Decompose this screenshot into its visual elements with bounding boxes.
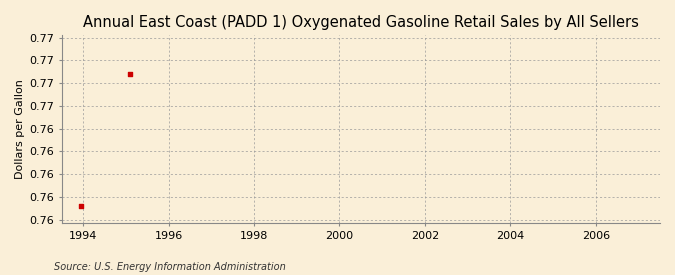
Y-axis label: Dollars per Gallon: Dollars per Gallon (15, 79, 25, 179)
Point (125, 72, 136, 76)
Text: Source: U.S. Energy Information Administration: Source: U.S. Energy Information Administ… (54, 262, 286, 272)
Title: Annual East Coast (PADD 1) Oxygenated Gasoline Retail Sales by All Sellers: Annual East Coast (PADD 1) Oxygenated Ga… (83, 15, 639, 30)
Point (76, 204, 86, 208)
